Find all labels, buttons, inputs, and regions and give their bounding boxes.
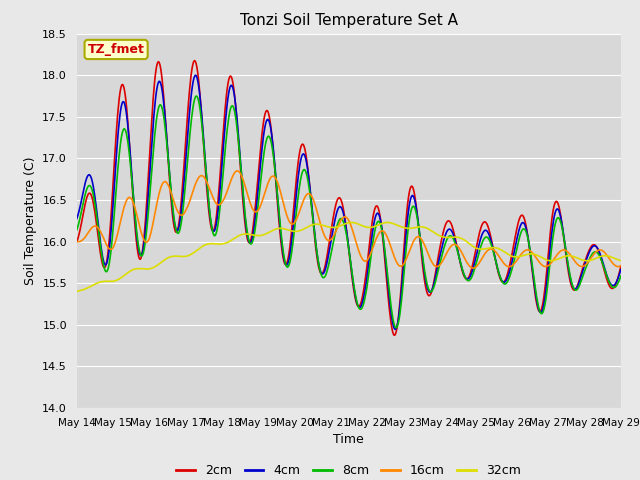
4cm (191, 72, 199, 78)
16cm (394, 262, 402, 267)
32cm (193, 248, 200, 254)
2cm (73, 239, 81, 244)
2cm (216, 168, 224, 174)
32cm (216, 241, 223, 247)
X-axis label: Time: Time (333, 433, 364, 446)
Title: Tonzi Soil Temperature Set A: Tonzi Soil Temperature Set A (240, 13, 458, 28)
32cm (568, 253, 575, 259)
32cm (348, 219, 355, 225)
8cm (73, 227, 81, 233)
32cm (394, 223, 402, 228)
2cm (568, 286, 576, 291)
16cm (470, 265, 477, 271)
4cm (568, 283, 576, 289)
2cm (395, 312, 403, 318)
16cm (233, 168, 241, 174)
2cm (193, 65, 201, 71)
32cm (448, 234, 456, 240)
8cm (568, 282, 576, 288)
8cm (617, 273, 625, 279)
8cm (193, 93, 200, 99)
Legend: 2cm, 4cm, 8cm, 16cm, 32cm: 2cm, 4cm, 8cm, 16cm, 32cm (172, 459, 526, 480)
2cm (449, 224, 456, 230)
8cm (392, 325, 400, 331)
Line: 8cm: 8cm (77, 96, 621, 328)
16cm (216, 202, 223, 207)
Line: 2cm: 2cm (77, 60, 621, 335)
4cm (341, 218, 349, 224)
4cm (391, 326, 399, 332)
4cm (395, 314, 403, 320)
Y-axis label: Soil Temperature (C): Soil Temperature (C) (24, 156, 36, 285)
4cm (193, 74, 201, 80)
8cm (341, 225, 349, 230)
8cm (193, 94, 201, 99)
16cm (341, 214, 349, 220)
Line: 32cm: 32cm (77, 222, 621, 291)
4cm (617, 267, 625, 273)
4cm (216, 183, 224, 189)
32cm (617, 258, 625, 264)
2cm (191, 58, 198, 63)
8cm (216, 201, 224, 207)
4cm (449, 229, 456, 235)
Text: TZ_fmet: TZ_fmet (88, 43, 145, 56)
Line: 4cm: 4cm (77, 75, 621, 329)
16cm (448, 243, 456, 249)
8cm (395, 318, 403, 324)
2cm (341, 216, 349, 222)
2cm (617, 264, 625, 269)
Line: 16cm: 16cm (77, 171, 621, 268)
4cm (73, 216, 81, 221)
16cm (568, 255, 576, 261)
16cm (617, 263, 625, 268)
16cm (193, 180, 200, 185)
2cm (390, 332, 398, 338)
32cm (73, 288, 81, 294)
32cm (340, 221, 348, 227)
16cm (73, 239, 81, 244)
8cm (449, 234, 456, 240)
